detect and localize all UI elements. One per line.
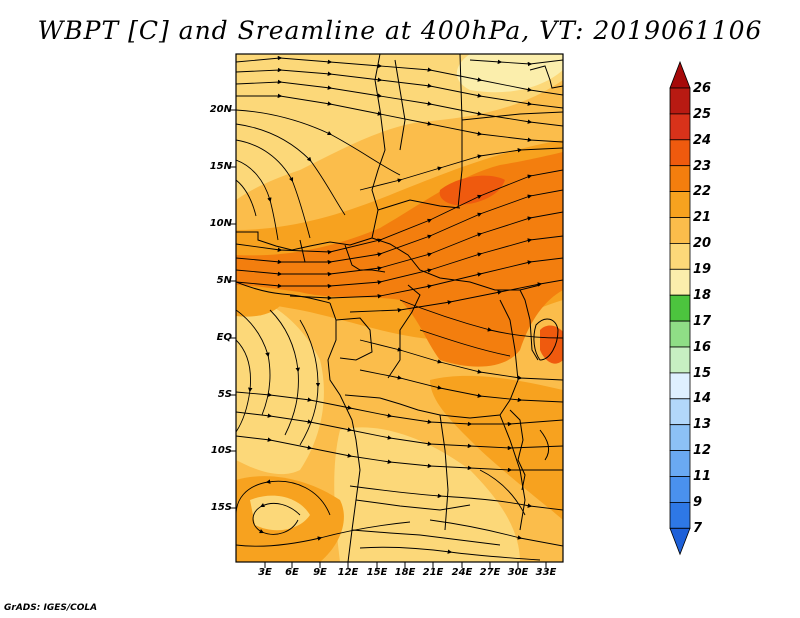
colorbar-arrow-bottom	[669, 527, 691, 556]
colorbar-label-12: 12	[693, 443, 712, 458]
lat-label-eq: EQ	[216, 332, 232, 343]
lon-label-30e: 30E	[507, 567, 529, 578]
colorbar-box	[669, 165, 691, 192]
colorbar-box	[669, 191, 691, 218]
lon-label-21e: 21E	[422, 567, 444, 578]
lon-label-3e: 3E	[258, 567, 272, 578]
colorbar-label-18: 18	[693, 288, 712, 303]
y-ticks	[230, 109, 236, 509]
colorbar-box	[669, 476, 691, 503]
credit-text: GrADS: IGES/COLA	[4, 603, 98, 613]
colorbar-box	[669, 87, 691, 115]
lat-label-5s: 5S	[217, 389, 232, 400]
lon-label-27e: 27E	[479, 567, 501, 578]
colorbar-box	[669, 217, 691, 244]
colorbar-box	[669, 268, 691, 296]
lat-label-20n: 20N	[209, 104, 232, 115]
colorbar-label-23: 23	[693, 159, 712, 174]
colorbar-box	[669, 346, 691, 374]
map-area	[236, 54, 563, 562]
colorbar-label-21: 21	[693, 210, 712, 225]
colorbar-box	[669, 320, 691, 348]
colorbar-label-16: 16	[693, 340, 712, 355]
lon-label-6e: 6E	[285, 567, 299, 578]
colorbar-label-9: 9	[693, 495, 703, 510]
colorbar-box	[669, 113, 691, 141]
colorbar-label-14: 14	[693, 391, 712, 406]
colorbar-label-19: 19	[693, 262, 712, 277]
lat-label-10s: 10S	[210, 445, 232, 456]
colorbar-box	[669, 242, 691, 270]
shade-patch-west-warm	[236, 290, 280, 317]
colorbar-box	[669, 398, 691, 426]
colorbar-label-20: 20	[693, 236, 712, 251]
colorbar-label-11: 11	[693, 469, 712, 484]
lon-label-9e: 9E	[313, 567, 327, 578]
colorbar-box	[669, 450, 691, 477]
colorbar-arrow-top	[669, 60, 691, 89]
colorbar-box	[669, 501, 691, 529]
chart-title: WBPT [C] and Sreamline at 400hPa, VT: 20…	[37, 16, 763, 45]
lon-label-12e: 12E	[337, 567, 359, 578]
colorbar-label-7: 7	[693, 521, 703, 536]
colorbar-label-15: 15	[693, 366, 712, 381]
colorbar-box	[669, 424, 691, 452]
colorbar-label-25: 25	[693, 107, 712, 122]
colorbar-label-13: 13	[693, 417, 712, 432]
lat-label-15n: 15N	[209, 161, 232, 172]
lon-label-24e: 24E	[451, 567, 473, 578]
lon-label-33e: 33E	[535, 567, 557, 578]
lon-label-18e: 18E	[394, 567, 416, 578]
streamlines	[236, 55, 563, 561]
colorbar	[669, 60, 691, 556]
colorbar-label-24: 24	[693, 133, 712, 148]
colorbar-box	[669, 372, 691, 400]
lat-label-10n: 10N	[209, 218, 232, 229]
colorbar-box	[669, 139, 691, 167]
lat-label-5n: 5N	[216, 275, 232, 286]
x-ticks	[264, 562, 547, 568]
map-frame	[235, 53, 564, 563]
colorbar-box	[669, 294, 691, 322]
colorbar-label-26: 26	[693, 81, 712, 96]
colorbar-label-17: 17	[693, 314, 712, 329]
colorbar-label-22: 22	[693, 184, 712, 199]
lat-label-15s: 15S	[210, 502, 232, 513]
lon-label-15e: 15E	[366, 567, 388, 578]
